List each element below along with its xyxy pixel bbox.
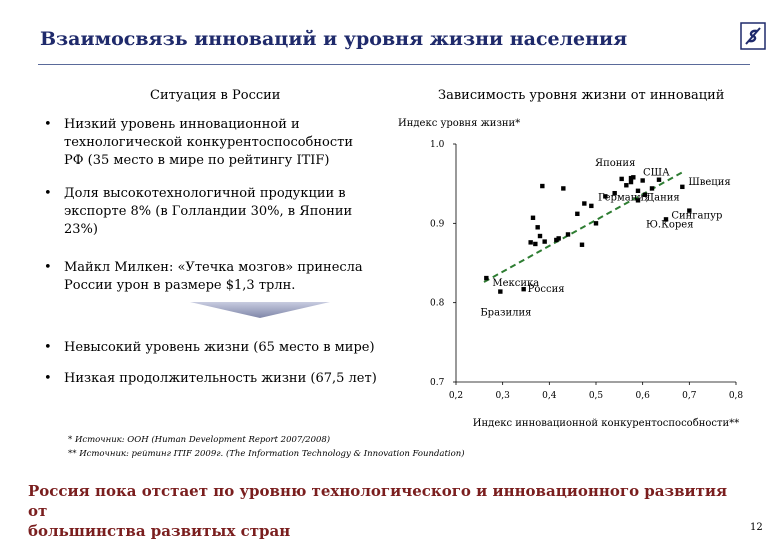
- x-tick-label: 0,7: [682, 391, 697, 401]
- y-tick-label: 1.0: [430, 140, 445, 150]
- data-point: [593, 221, 599, 226]
- data-point: [535, 225, 540, 230]
- data-point: [484, 275, 489, 281]
- left-heading: Ситуация в России: [150, 88, 281, 103]
- data-point: [619, 176, 624, 182]
- scatter-chart: Индекс уровня жизни* 0.7 0.8 0.9 1.0 0,2 0,3 0,…: [398, 118, 744, 429]
- data-point: [565, 232, 571, 237]
- data-point: [530, 215, 536, 220]
- data-point: [687, 208, 692, 213]
- bullet-3: • Майкл Милкен: «Утечка мозгов» принесла…: [44, 260, 363, 293]
- data-point: [628, 179, 634, 185]
- data-point: [624, 183, 629, 188]
- data-point: [542, 239, 547, 244]
- data-point: [589, 203, 594, 209]
- x-tick-label: 0,2: [449, 391, 463, 401]
- right-heading: Зависимость уровня жизни от инноваций: [438, 88, 725, 103]
- y-tick-label: 0.8: [430, 299, 445, 309]
- point-label: Ю.Корея: [646, 219, 694, 230]
- data-point: [649, 186, 655, 191]
- data-point: [640, 178, 645, 183]
- point-label: Сингапур: [671, 211, 722, 222]
- y-tick-label: 0.7: [430, 378, 445, 388]
- data-point: [603, 194, 608, 199]
- data-point: [635, 198, 641, 203]
- title-divider: [38, 64, 750, 65]
- data-point: [656, 177, 662, 182]
- data-point: [498, 289, 503, 294]
- bullet-2: • Доля высокотехнологичной продукции в эк…: [44, 186, 353, 237]
- point-label: Дания: [646, 192, 680, 203]
- y-axis-label: Индекс уровня жизни*: [398, 118, 520, 129]
- y-tick-label: 0.9: [430, 219, 445, 229]
- bullet-5: • Низкая продолжительность жизни (67,5 ле…: [44, 371, 377, 386]
- footnote-1: * Источник: ООН (Human Development Repor…: [68, 435, 331, 445]
- data-point: [554, 237, 559, 243]
- bullet-4: • Невысокий уровень жизни (65 место в мир…: [44, 340, 375, 355]
- point-label: Швеция: [688, 177, 730, 188]
- page-title: Взаимосвязь инноваций и уровня жизни нас…: [40, 28, 628, 50]
- data-point: [612, 190, 617, 196]
- data-point: [556, 236, 561, 241]
- point-label: США: [643, 168, 670, 179]
- data-point: [561, 186, 566, 191]
- data-point: [628, 175, 634, 181]
- point-label: Германия: [598, 192, 650, 203]
- down-arrow-icon: [190, 302, 330, 318]
- data-point: [575, 211, 580, 217]
- data-point: [631, 175, 636, 180]
- point-label: Россия: [528, 284, 565, 295]
- x-axis-label: Индекс инновационной конкурентоспособнос…: [473, 418, 739, 429]
- point-label: Мексика: [492, 278, 539, 289]
- data-point: [663, 217, 669, 222]
- conclusion-text: Россия пока отстает по уровню технологич…: [28, 482, 728, 540]
- point-label: Япония: [595, 158, 635, 169]
- point-label: Бразилия: [480, 308, 531, 319]
- bullet-1: • Низкий уровень инновационной и технолог…: [44, 117, 354, 168]
- footnote-2: ** Источник: рейтинг ITIF 2009г. (The In…: [68, 449, 465, 459]
- data-point: [582, 201, 587, 206]
- data-point: [537, 233, 543, 239]
- page-number: 12: [750, 522, 763, 533]
- x-tick-label: 0,6: [636, 391, 651, 401]
- data-point: [528, 240, 533, 245]
- data-point: [533, 241, 538, 247]
- data-point: [521, 286, 526, 292]
- x-tick-label: 0,3: [496, 391, 511, 401]
- data-point: [642, 192, 648, 197]
- data-point: [635, 188, 641, 194]
- data-point: [579, 242, 585, 247]
- data-point: [540, 183, 545, 189]
- x-tick-label: 0,5: [589, 391, 604, 401]
- company-logo-icon: [740, 22, 766, 50]
- data-point: [680, 184, 685, 190]
- x-tick-label: 0,4: [542, 391, 557, 401]
- x-tick-label: 0,8: [729, 391, 744, 401]
